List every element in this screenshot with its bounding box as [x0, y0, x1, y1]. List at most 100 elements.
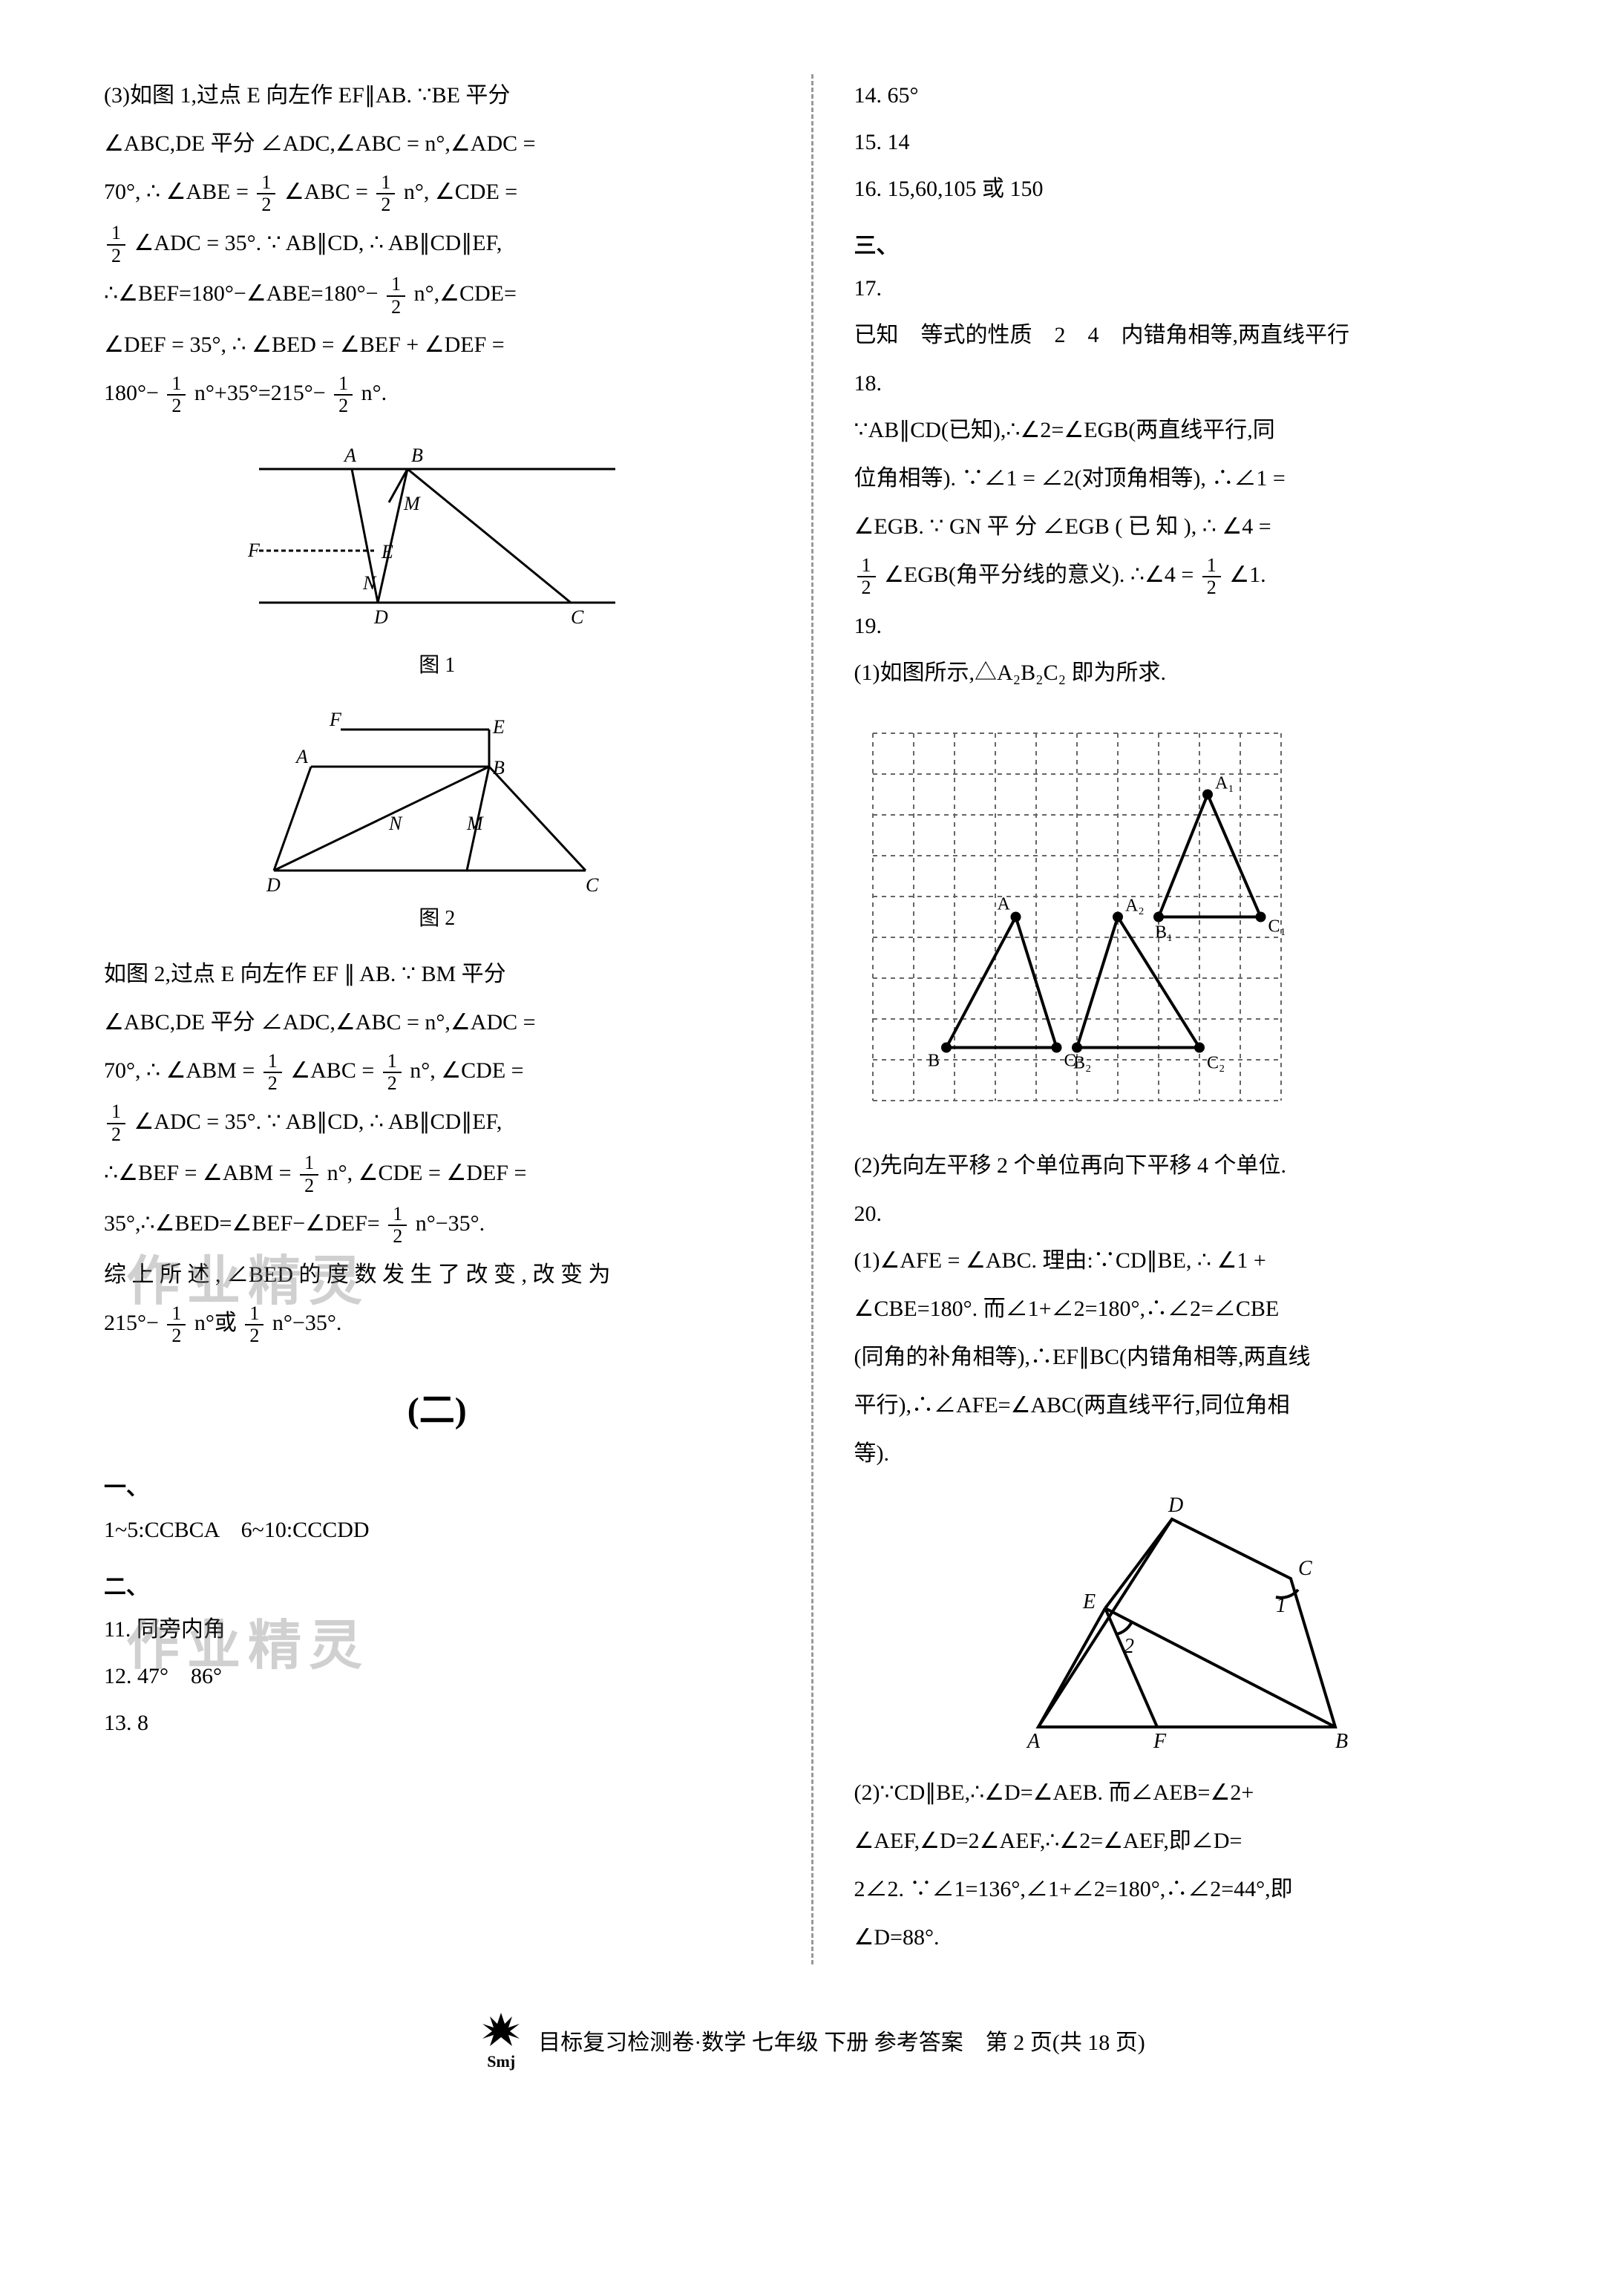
para-4-l4: 12 ∠ADC = 35°. ∵ AB∥CD, ∴ AB∥CD∥EF, [104, 1101, 770, 1146]
svg-text:C₁: C₁ [1268, 917, 1286, 936]
fraction-half: 12 [257, 172, 275, 216]
svg-text:D: D [266, 874, 281, 893]
svg-text:M: M [403, 493, 421, 514]
fraction-half: 12 [388, 1204, 407, 1248]
txt: ∠ABC = [290, 1058, 380, 1083]
txt: ∠ADC = 35°. ∵ AB∥CD, ∴ AB∥CD∥EF, [134, 1110, 502, 1134]
txt: ∠1. [1229, 563, 1266, 587]
txt: 180°− [104, 381, 159, 405]
txt: n°. [361, 381, 387, 405]
fraction-half: 12 [107, 223, 125, 266]
svg-text:F: F [247, 540, 261, 561]
svg-text:A₂: A₂ [1125, 896, 1145, 915]
txt: n°+35°=215°− [194, 381, 326, 405]
svg-text:B₂: B₂ [1073, 1053, 1091, 1072]
answer-15: 15. 14 [854, 121, 1521, 163]
answer-20-2-l1: (2)∵CD∥BE,∴∠D=∠AEB. 而∠AEB=∠2+ [854, 1771, 1521, 1814]
answer-18-l3: ∠EGB. ∵ GN 平 分 ∠EGB ( 已 知 ), ∴ ∠4 = [854, 505, 1521, 548]
answer-13: 13. 8 [104, 1702, 770, 1744]
answer-18-l1: ∵AB∥CD(已知),∴∠2=∠EGB(两直线平行,同 [854, 409, 1521, 451]
answer-11: 11. 同旁内角 [104, 1608, 770, 1651]
txt: n°,∠CDE= [414, 281, 517, 306]
svg-text:N: N [388, 813, 403, 834]
answer-20-2-l3: 2∠2. ∵∠1=136°,∠1+∠2=180°,∴∠2=44°,即 [854, 1868, 1521, 1910]
svg-text:B: B [1335, 1730, 1348, 1753]
fraction-half: 12 [107, 1101, 125, 1145]
txt: ∠ADC = 35°. ∵ AB∥CD, ∴ AB∥CD∥EF, [134, 231, 502, 255]
txt: ∠EGB(角平分线的意义). ∴∠4 = [884, 563, 1199, 587]
answer-19-1: (1)如图所示,△A₂B₂C₂ 即为所求. [854, 652, 1521, 694]
txt: 70°, ∴ ∠ABE = [104, 180, 254, 204]
para-3-l6: ∠DEF = 35°, ∴ ∠BED = ∠BEF + ∠DEF = [104, 324, 770, 366]
fraction-half: 12 [334, 373, 353, 417]
para-4-l1: 如图 2,过点 E 向左作 EF ∥ AB. ∵ BM 平分 [104, 953, 770, 995]
fraction-half: 12 [245, 1303, 263, 1347]
svg-text:B₁: B₁ [1155, 922, 1173, 942]
txt: n°或 [194, 1311, 237, 1335]
fraction-half: 12 [376, 172, 395, 216]
svg-text:A₁: A₁ [1215, 773, 1234, 793]
fraction-half: 12 [167, 373, 186, 417]
para-3-l5: ∴∠BEF=180°−∠ABE=180°− 12 n°,∠CDE= [104, 272, 770, 318]
para-4-l3: 70°, ∴ ∠ABM = 12 ∠ABC = 12 n°, ∠CDE = [104, 1049, 770, 1095]
figure-1: AB M FE N DC 图 1 [104, 432, 770, 685]
answer-19-2: (2)先向左平移 2 个单位再向下平移 4 个单位. [854, 1144, 1521, 1187]
answer-20-l5: 等). [854, 1432, 1521, 1475]
fraction-half: 12 [167, 1303, 186, 1347]
para-3-l3: 70°, ∴ ∠ABE = 12 ∠ABC = 12 n°, ∠CDE = [104, 171, 770, 216]
footer-logo-top: Smj [487, 2052, 515, 2071]
answer-20: 20. [854, 1193, 1521, 1235]
svg-text:D: D [1168, 1494, 1183, 1517]
svg-text:A: A [1026, 1730, 1041, 1753]
svg-text:F: F [329, 709, 342, 730]
figure-1-caption: 图 1 [104, 646, 770, 685]
answer-17-content: 已知 等式的性质 2 4 内错角相等,两直线平行 [854, 314, 1521, 356]
svg-text:B: B [493, 757, 505, 779]
answer-18-l4: 12 ∠EGB(角平分线的意义). ∴∠4 = 12 ∠1. [854, 554, 1521, 599]
para-3-l1: (3)如图 1,过点 E 向左作 EF∥AB. ∵BE 平分 [104, 74, 770, 117]
figure-1-svg: AB M FE N DC [244, 432, 630, 640]
fraction-half: 12 [1202, 555, 1221, 599]
figure-2: FE AB NM DC 图 2 [104, 700, 770, 938]
answer-14: 14. 65° [854, 74, 1521, 117]
page-container: (3)如图 1,过点 E 向左作 EF∥AB. ∵BE 平分 ∠ABC,DE 平… [104, 74, 1520, 1964]
txt: n°, ∠CDE = [410, 1058, 523, 1083]
txt: 35°,∴∠BED=∠BEF−∠DEF= [104, 1211, 380, 1236]
svg-text:M: M [466, 813, 484, 834]
answer-20-l4: 平行),∴∠AFE=∠ABC(两直线平行,同位角相 [854, 1384, 1521, 1426]
svg-text:D: D [373, 606, 388, 628]
answer-17: 17. [854, 267, 1521, 309]
footer-logo: Smj [479, 2009, 523, 2077]
txt: n°−35°. [416, 1211, 485, 1236]
para-4-l7: 综 上 所 述 , ∠BED 的 度 数 发 生 了 改 变 , 改 变 为 [104, 1253, 770, 1296]
svg-text:B: B [411, 445, 423, 466]
svg-text:A: A [295, 746, 308, 767]
fraction-half: 12 [387, 274, 405, 318]
answer-18-l2: 位角相等). ∵∠1 = ∠2(对顶角相等), ∴∠1 = [854, 457, 1521, 499]
section-er: 二、 [104, 1566, 770, 1608]
para-3-l7: 180°− 12 n°+35°=215°− 12 n°. [104, 372, 770, 417]
svg-text:1: 1 [1276, 1594, 1286, 1617]
txt: ∴∠BEF = ∠ABM = [104, 1161, 297, 1185]
section-san: 三、 [854, 225, 1521, 267]
fraction-half: 12 [300, 1153, 318, 1196]
para-4-l2: ∠ABC,DE 平分 ∠ADC,∠ABC = n°,∠ADC = [104, 1001, 770, 1043]
txt: 215°− [104, 1311, 159, 1335]
para-4-l8: 215°− 12 n°或 12 n°−35°. [104, 1302, 770, 1347]
answers-1-10: 1~5:CCBCA 6~10:CCCDD [104, 1509, 770, 1551]
para-3-l4: 12 ∠ADC = 35°. ∵ AB∥CD, ∴ AB∥CD∥EF, [104, 222, 770, 267]
svg-text:E: E [1082, 1590, 1096, 1613]
figure-20: D C 1 E 2 A F B [854, 1489, 1521, 1757]
svg-text:C: C [1298, 1557, 1312, 1580]
answer-19: 19. [854, 605, 1521, 647]
svg-text:C₂: C₂ [1207, 1053, 1225, 1072]
fraction-half: 12 [263, 1051, 282, 1095]
fraction-half: 12 [857, 555, 876, 599]
svg-text:2: 2 [1124, 1635, 1134, 1658]
txt: ∠ABC = [284, 180, 374, 204]
svg-text:A: A [997, 894, 1010, 914]
right-column: 14. 65° 15. 14 16. 15,60,105 或 150 三、 17… [854, 74, 1521, 1964]
figure-grid: ABCA₁B₁C₁A₂B₂C₂ [854, 715, 1300, 1130]
answer-20-2-l4: ∠D=88°. [854, 1916, 1521, 1959]
figure-2-svg: FE AB NM DC [244, 700, 630, 893]
